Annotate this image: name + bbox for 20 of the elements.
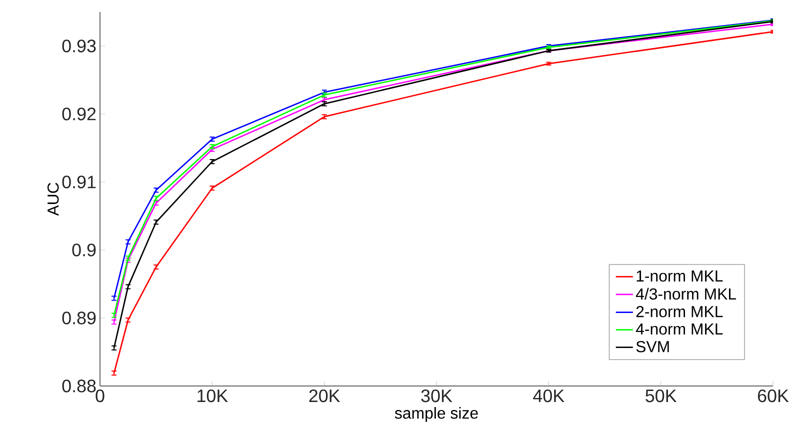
legend-label: 4-norm MKL xyxy=(636,324,723,335)
x-tick-label: 50K xyxy=(646,389,677,402)
x-axis-title: sample size xyxy=(394,407,478,422)
x-tick-label: 10K xyxy=(198,389,228,402)
x-tick-label: 20K xyxy=(309,389,340,402)
y-tick-label: 0.93 xyxy=(62,40,96,52)
x-tick-label: 60K xyxy=(758,389,789,402)
x-tick-label: 30K xyxy=(421,389,452,402)
legend-label: 4/3-norm MKL xyxy=(636,288,736,300)
x-tick-label: 40K xyxy=(533,389,564,402)
y-tick-label: 0.9 xyxy=(72,244,96,256)
legend-label: SVM xyxy=(636,341,669,352)
y-tick-label: 0.91 xyxy=(62,176,96,188)
legend-label: 1-norm MKL xyxy=(636,270,723,282)
y-axis-title: AUC xyxy=(47,182,59,216)
y-tick-label: 0.89 xyxy=(62,312,96,324)
legend-label: 2-norm MKL xyxy=(636,306,723,318)
y-tick-label: 0.88 xyxy=(62,380,96,392)
x-tick-label: 0 xyxy=(96,389,104,402)
y-tick-label: 0.92 xyxy=(62,108,96,120)
